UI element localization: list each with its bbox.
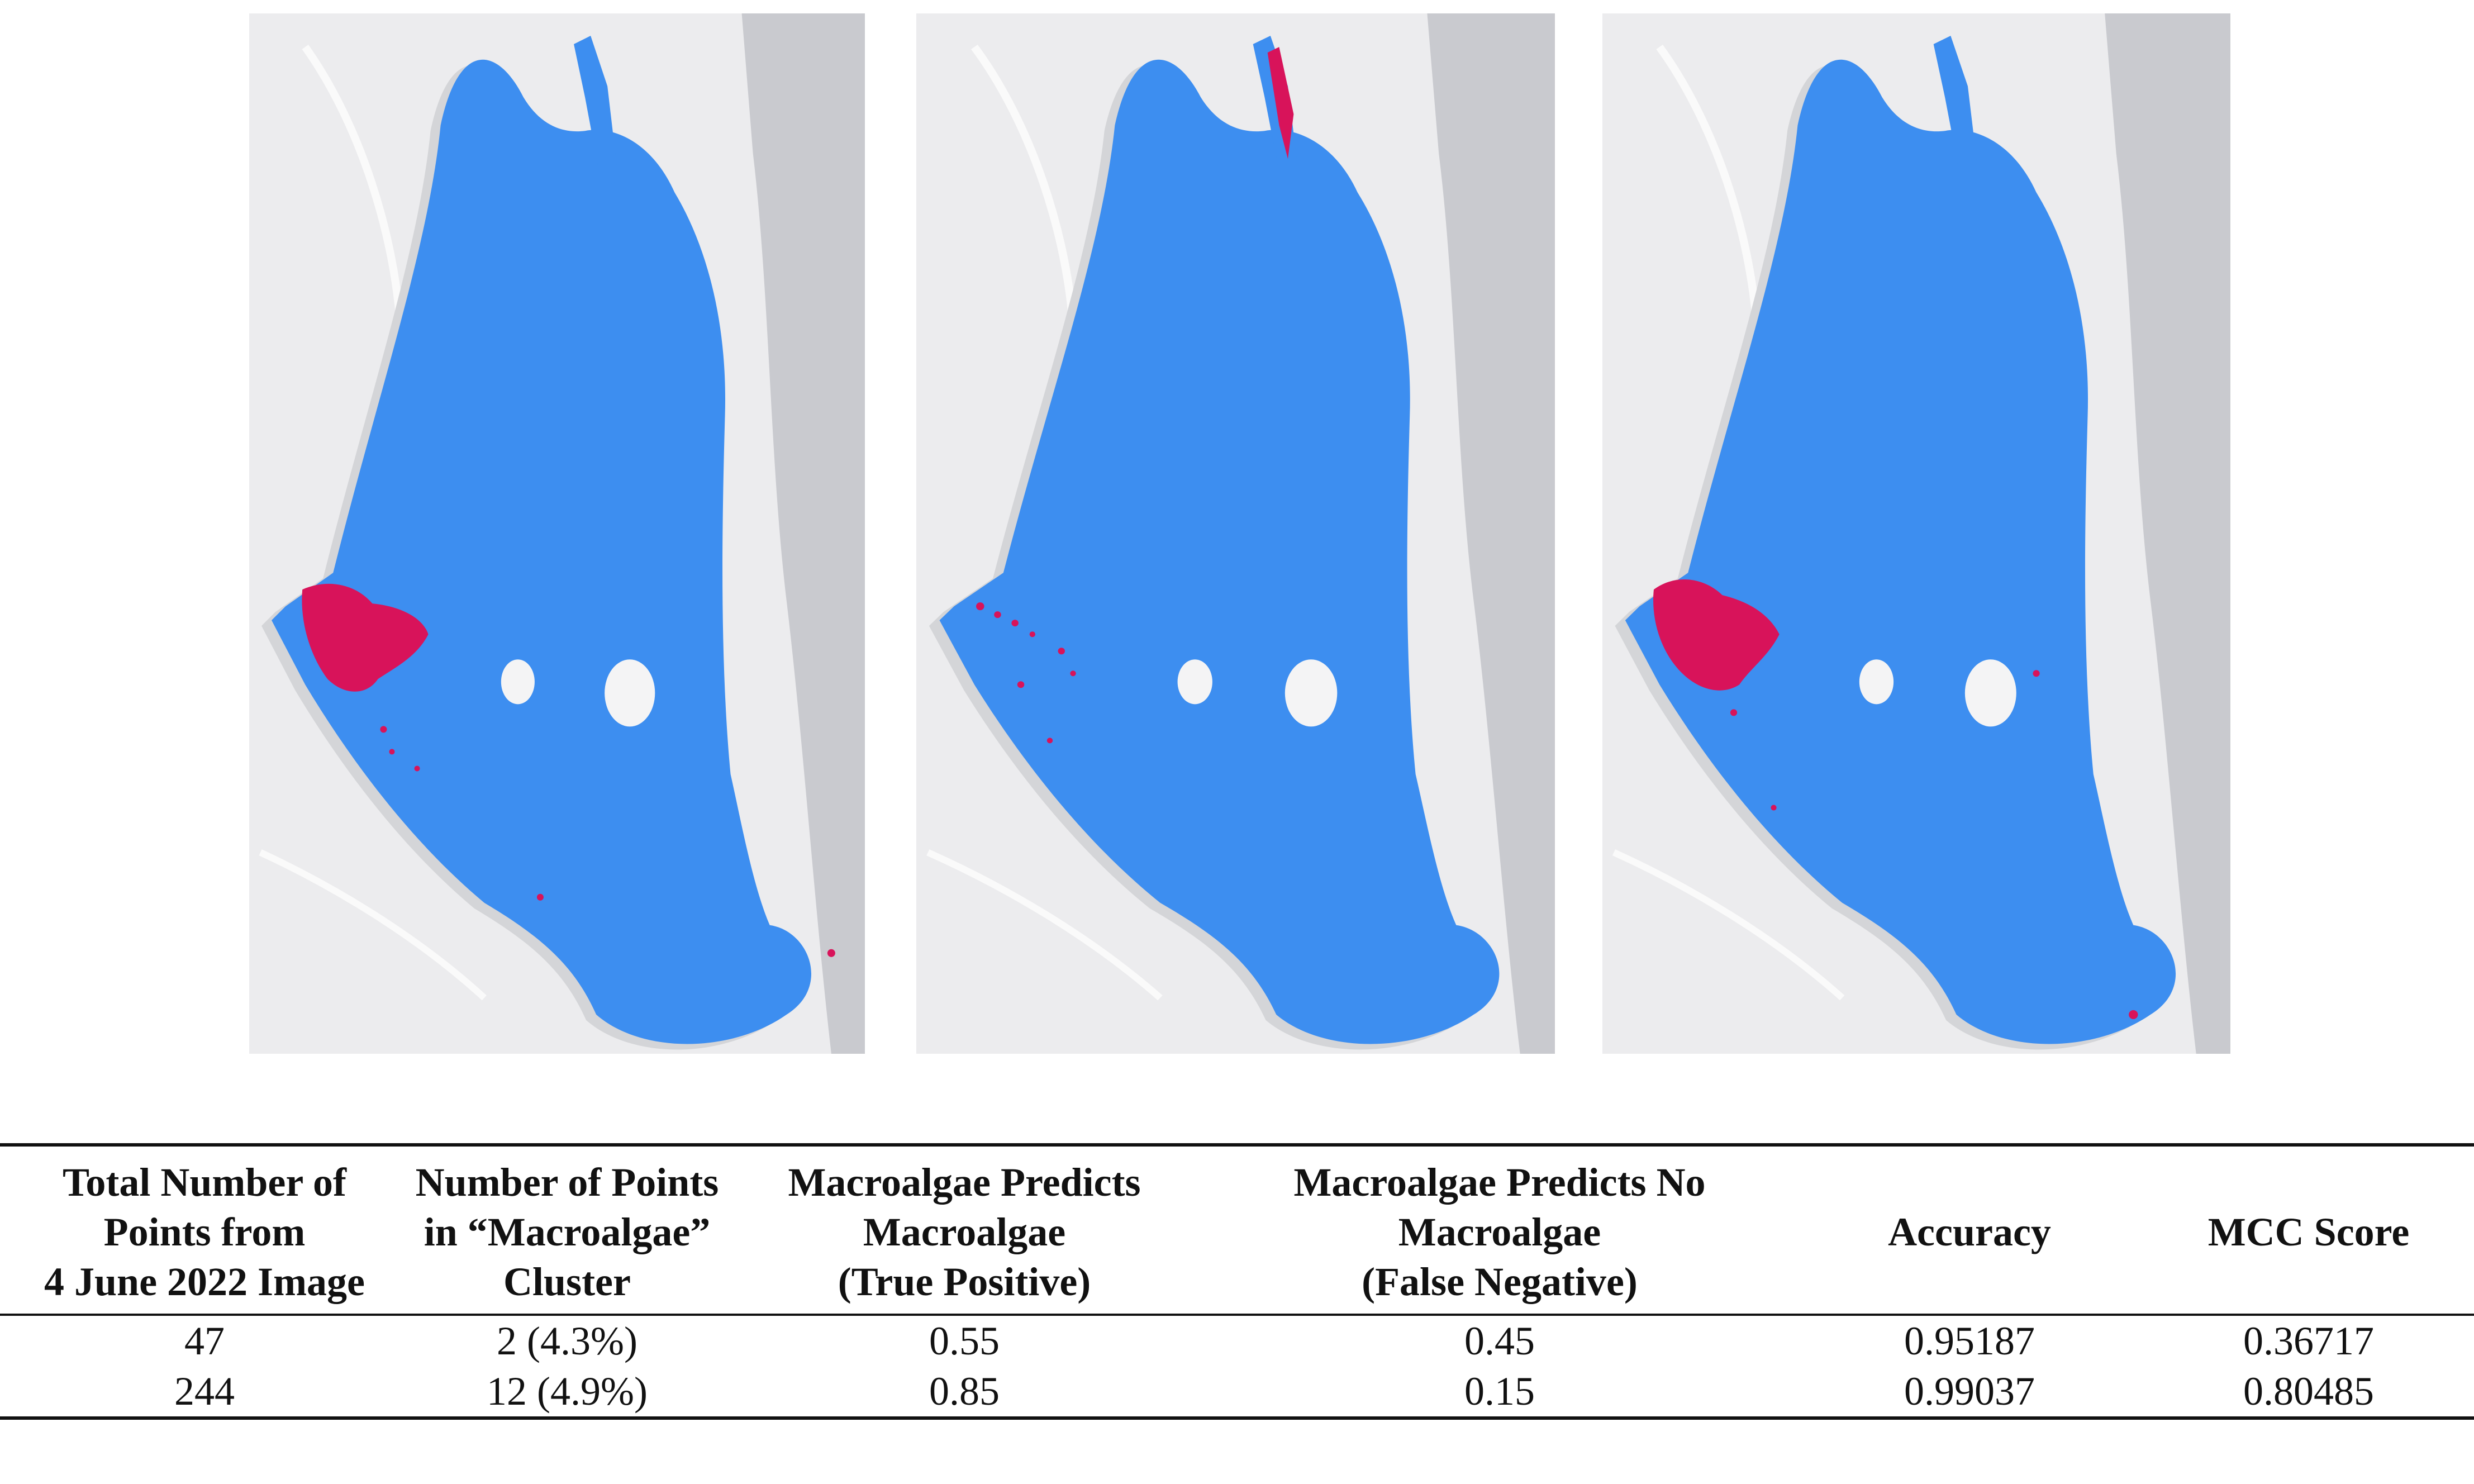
map-panel-1 (249, 13, 865, 1054)
table-row: 47 2 (4.3%) 0.55 0.45 0.95187 0.36717 (0, 1315, 2474, 1366)
header-false-negative: Macroalgae Predicts No Macroalgae (False… (1293, 1160, 1706, 1304)
map-panel-2 (916, 13, 1555, 1054)
cell-mcc-score: 0.80485 (2243, 1369, 2374, 1414)
header-true-positive: Macroalgae Predicts Macroalgae (True Pos… (788, 1160, 1141, 1304)
header-points-in-cluster: Number of Points in “Macroalgae” Cluster (415, 1160, 719, 1304)
cell-false-negative: 0.15 (1464, 1369, 1535, 1414)
cell-total-points: 244 (174, 1369, 235, 1414)
cell-true-positive: 0.55 (929, 1319, 1000, 1363)
map-panel-3 (1602, 13, 2230, 1054)
cell-total-points: 47 (184, 1319, 225, 1363)
results-table: Total Number of Points from 4 June 2022 … (0, 1143, 2474, 1420)
cell-mcc-score: 0.36717 (2243, 1319, 2374, 1363)
cell-true-positive: 0.85 (929, 1369, 1000, 1414)
cell-cluster-points: 2 (4.3%) (497, 1319, 637, 1363)
cell-accuracy: 0.99037 (1904, 1369, 2035, 1414)
table-header-row: Total Number of Points from 4 June 2022 … (0, 1145, 2474, 1315)
header-mcc-score: MCC Score (2207, 1210, 2410, 1254)
cell-accuracy: 0.95187 (1904, 1319, 2035, 1363)
cell-cluster-points: 12 (4.9%) (487, 1369, 648, 1414)
table-row: 244 12 (4.9%) 0.85 0.15 0.99037 0.80485 (0, 1366, 2474, 1418)
header-accuracy: Accuracy (1888, 1210, 2051, 1254)
cell-false-negative: 0.45 (1464, 1319, 1535, 1363)
header-total-points: Total Number of Points from 4 June 2022 … (44, 1160, 365, 1304)
